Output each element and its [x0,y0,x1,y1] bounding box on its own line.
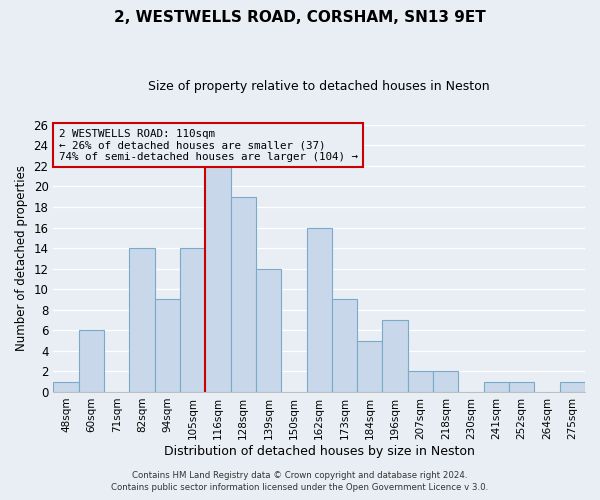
Bar [205,166,230,392]
Bar [79,330,104,392]
Bar [155,300,180,392]
Bar [53,382,79,392]
Bar [230,196,256,392]
Bar [560,382,585,392]
X-axis label: Distribution of detached houses by size in Neston: Distribution of detached houses by size … [164,444,475,458]
Bar [408,372,433,392]
Bar [509,382,535,392]
Bar [307,228,332,392]
Text: Contains HM Land Registry data © Crown copyright and database right 2024.
Contai: Contains HM Land Registry data © Crown c… [112,471,488,492]
Bar [332,300,357,392]
Bar [180,248,205,392]
Title: Size of property relative to detached houses in Neston: Size of property relative to detached ho… [148,80,490,93]
Bar [357,340,382,392]
Bar [433,372,458,392]
Bar [484,382,509,392]
Text: 2, WESTWELLS ROAD, CORSHAM, SN13 9ET: 2, WESTWELLS ROAD, CORSHAM, SN13 9ET [114,10,486,25]
Y-axis label: Number of detached properties: Number of detached properties [15,166,28,352]
Bar [130,248,155,392]
Bar [256,268,281,392]
Bar [382,320,408,392]
Text: 2 WESTWELLS ROAD: 110sqm
← 26% of detached houses are smaller (37)
74% of semi-d: 2 WESTWELLS ROAD: 110sqm ← 26% of detach… [59,128,358,162]
